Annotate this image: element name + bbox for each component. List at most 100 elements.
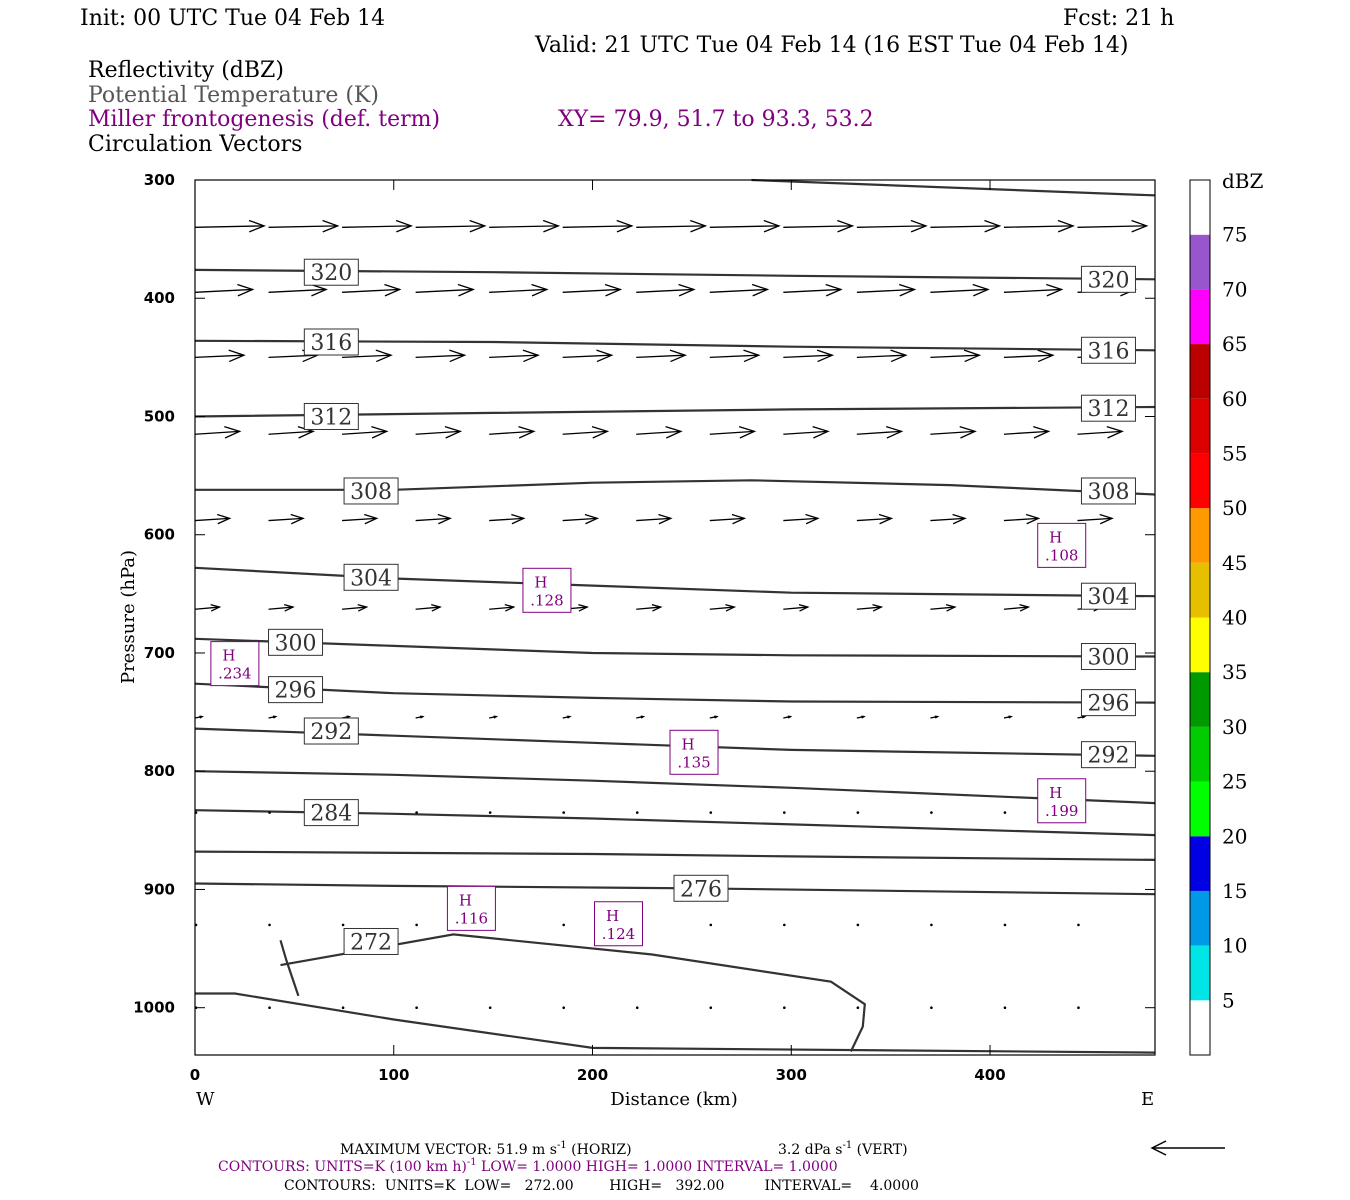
contour-label-316: 316 bbox=[1080, 336, 1136, 364]
vector-arrow bbox=[489, 425, 536, 439]
vector-arrow bbox=[415, 1006, 418, 1010]
contour-label-text: 304 bbox=[1087, 585, 1129, 610]
vector-arrow bbox=[709, 219, 781, 233]
vector-arrow bbox=[783, 349, 835, 363]
vector-arrow bbox=[268, 513, 305, 525]
vector-arrow bbox=[709, 923, 713, 927]
contour-label-304: 304 bbox=[1080, 582, 1136, 610]
vector-arrow bbox=[415, 811, 418, 814]
max-vector-note: MAXIMUM VECTOR: 51.9 m s-1 (HORIZ) bbox=[340, 1140, 632, 1158]
vector-arrow bbox=[856, 811, 860, 814]
vector-arrow bbox=[489, 513, 526, 525]
vector-arrow bbox=[1077, 425, 1124, 439]
isentrope-308 bbox=[195, 479, 1156, 496]
legend-field-vectors: Circulation Vectors bbox=[88, 132, 302, 157]
vector-arrow bbox=[342, 425, 389, 439]
vector-arrow bbox=[930, 283, 990, 297]
colorbar-cell bbox=[1190, 508, 1210, 563]
colorbar-cell bbox=[1190, 453, 1210, 509]
vector-arrow bbox=[783, 1006, 786, 1010]
contour-label-text: 300 bbox=[1087, 646, 1129, 671]
frontogenesis-contour-note: CONTOURS: UNITS=K (100 km h)-1 LOW= 1.00… bbox=[218, 1157, 838, 1175]
axis-ticks: 300 400 500 600 700 800 900 1000 0 100 200 300 400 bbox=[133, 171, 1155, 1084]
vector-arrow bbox=[415, 283, 476, 297]
xy-endpoints: XY= 79.9, 51.7 to 93.3, 53.2 bbox=[558, 107, 874, 132]
vector-arrow bbox=[856, 923, 860, 927]
contour-label-272: 272 bbox=[343, 927, 399, 955]
isentrope-lines bbox=[194, 178, 1156, 1054]
frontogenesis-max: H.234 bbox=[210, 641, 260, 687]
x-tick-label: 400 bbox=[974, 1066, 1005, 1084]
dbz-colorbar: 5 10 15 20 25 30 35 40 45 50 55 60 65 70 75 bbox=[1189, 179, 1247, 1056]
frontogenesis-max-value: .108 bbox=[1045, 546, 1078, 564]
vector-arrow bbox=[636, 283, 696, 297]
vector-arrow bbox=[415, 219, 487, 233]
contour-label-320: 320 bbox=[1080, 265, 1136, 293]
vector-arrow bbox=[489, 283, 549, 297]
vector-arrow bbox=[856, 283, 917, 297]
isentrope-288 bbox=[194, 770, 1156, 805]
vector-arrow bbox=[1003, 715, 1013, 719]
vector-arrow bbox=[1003, 923, 1007, 927]
contour-label-292: 292 bbox=[303, 717, 359, 745]
vector-arrow bbox=[488, 1006, 492, 1010]
contour-label-text: 308 bbox=[1087, 480, 1129, 505]
contour-label-text: 272 bbox=[350, 930, 392, 955]
y-tick-label: 600 bbox=[144, 526, 175, 544]
colorbar-level: 5 bbox=[1222, 988, 1235, 1012]
colorbar-level: 20 bbox=[1222, 824, 1247, 848]
colorbar-cell bbox=[1190, 289, 1210, 345]
vector-arrow bbox=[1077, 715, 1087, 719]
frontogenesis-max-value: .135 bbox=[677, 753, 710, 771]
y-tick-label: 800 bbox=[144, 762, 175, 780]
frontogenesis-max-letter: H bbox=[534, 573, 547, 591]
contour-label-304: 304 bbox=[343, 563, 399, 591]
vector-arrow bbox=[1077, 219, 1149, 233]
legend-field-frontogenesis: Miller frontogenesis (def. term) bbox=[88, 107, 440, 132]
colorbar-level: 75 bbox=[1222, 223, 1247, 247]
vector-arrow bbox=[268, 283, 328, 297]
contour-label-300: 300 bbox=[268, 628, 324, 656]
vector-arrow bbox=[636, 715, 646, 719]
y-tick-label: 500 bbox=[144, 407, 175, 425]
colorbar-cell bbox=[1190, 836, 1210, 891]
frontogenesis-max-value: .116 bbox=[455, 909, 488, 927]
frontogenesis-max-value: .199 bbox=[1045, 802, 1078, 820]
vector-arrow bbox=[194, 219, 266, 233]
vector-arrow bbox=[1077, 923, 1080, 927]
colorbar-level: 60 bbox=[1222, 387, 1247, 411]
vector-arrow bbox=[562, 283, 623, 297]
vector-arrow bbox=[1003, 219, 1075, 233]
vector-arrow bbox=[856, 603, 884, 612]
contour-label-320: 320 bbox=[303, 258, 359, 286]
frontogenesis-max-letter: H bbox=[459, 891, 472, 909]
x-tick-label: 0 bbox=[190, 1066, 200, 1084]
vector-arrow bbox=[930, 811, 933, 814]
y-tick-label: 1000 bbox=[133, 999, 175, 1017]
vector-arrow bbox=[268, 1006, 271, 1010]
y-tick-label: 400 bbox=[144, 289, 175, 307]
colorbar-frame bbox=[1189, 179, 1211, 1056]
contour-label-text: 316 bbox=[310, 331, 352, 356]
contour-label-text: 304 bbox=[350, 566, 392, 591]
colorbar-level: 65 bbox=[1222, 332, 1247, 356]
contour-label-312: 312 bbox=[1080, 394, 1136, 422]
frontogenesis-max-value: .124 bbox=[602, 925, 635, 943]
plot-frame bbox=[194, 179, 1156, 1056]
colorbar-cell bbox=[1190, 398, 1210, 454]
vector-arrow bbox=[1077, 1006, 1080, 1010]
vector-arrow bbox=[194, 603, 222, 612]
isentrope-300 bbox=[194, 637, 1156, 658]
vector-arrow bbox=[268, 715, 278, 719]
vector-arrow bbox=[415, 349, 467, 363]
vector-arrow bbox=[489, 603, 516, 612]
contour-labels: 320 320 316 316 312 312 308 308 304 304 300 300 296 2… bbox=[268, 258, 1136, 955]
contour-label-296: 296 bbox=[268, 676, 324, 704]
x-west-label: W bbox=[196, 1089, 215, 1110]
vector-arrow bbox=[194, 513, 232, 525]
vector-arrow bbox=[783, 283, 843, 297]
y-tick-label: 900 bbox=[144, 880, 175, 898]
colorbar-cell bbox=[1190, 890, 1210, 946]
vector-arrow bbox=[856, 715, 866, 719]
